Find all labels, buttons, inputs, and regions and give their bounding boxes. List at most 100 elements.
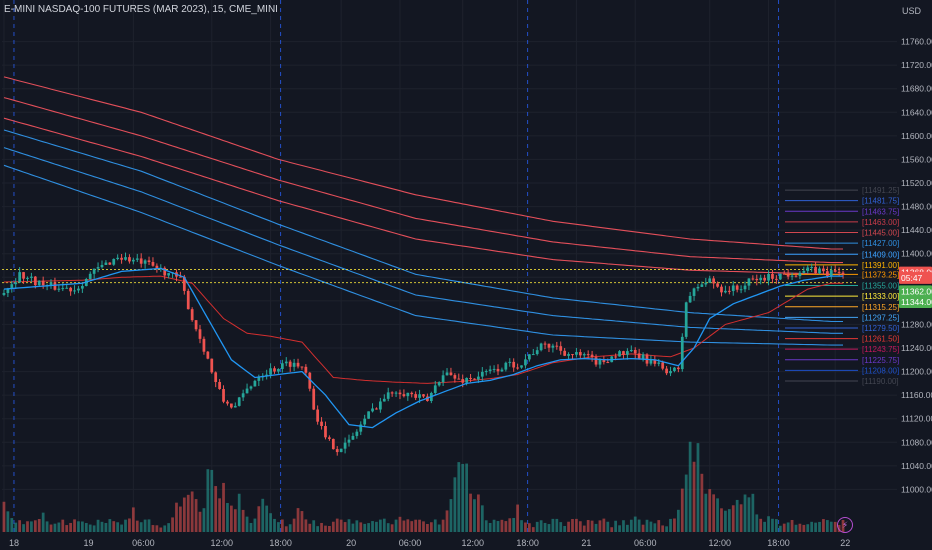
volume-bar	[727, 509, 731, 532]
volume-bar	[128, 518, 131, 532]
time-axis-label: 21	[581, 538, 591, 548]
volume-bar	[108, 519, 112, 532]
level-label: [11208.00]	[862, 366, 899, 375]
volume-bar	[606, 521, 610, 532]
vwap-path	[3, 275, 843, 384]
price-axis-label: 11080.00	[901, 437, 932, 447]
candle-body	[10, 284, 14, 289]
candle-body	[563, 350, 567, 356]
volume-bar	[347, 519, 351, 532]
level-label: [11391.00]	[862, 261, 899, 270]
volume-bar	[673, 518, 676, 532]
candle-body	[673, 367, 676, 372]
volume-bar	[339, 519, 343, 532]
volume-bar	[104, 522, 108, 532]
volume-bar	[112, 521, 116, 532]
volume-bar	[331, 521, 335, 532]
candle-body	[661, 362, 665, 369]
volume-bar	[582, 525, 586, 532]
volume-bar	[429, 522, 433, 532]
candle-body	[167, 273, 171, 276]
reference-lines	[2, 268, 858, 284]
volume-bar	[739, 504, 743, 532]
candle-body	[112, 258, 116, 265]
volume-bar	[37, 518, 41, 532]
candle-body	[837, 271, 841, 273]
price-axis-label: 11280.00	[901, 319, 932, 329]
level-label: [11373.25]	[862, 270, 899, 279]
volume-bar	[653, 523, 657, 532]
candle-body	[704, 282, 708, 285]
volume-bar	[547, 524, 551, 532]
volume-bar	[92, 525, 96, 532]
volume-bar	[367, 523, 370, 532]
volume-bar	[488, 522, 492, 532]
volume-bar	[57, 522, 61, 532]
candle-body	[347, 439, 351, 443]
candle-body	[798, 272, 802, 277]
volume-bar	[818, 521, 821, 532]
volume-bar	[531, 527, 535, 532]
volume-bar	[453, 477, 457, 532]
volume-bar	[100, 521, 104, 532]
price-axis-label: 11160.00	[901, 390, 932, 400]
candle-body	[343, 442, 347, 449]
level-label: [11463.75]	[862, 207, 899, 216]
volume-bar	[328, 525, 331, 532]
candle-body	[206, 351, 210, 359]
candle-body	[782, 273, 786, 275]
volume-bar	[751, 493, 755, 532]
volume-bar	[26, 521, 29, 532]
volume-bar	[500, 519, 504, 532]
volume-bar	[665, 526, 668, 532]
time-axis[interactable]: 18 19 06:00 12:00 18:00 20 06:00 12:00 18:00 21 06…	[0, 533, 932, 550]
candle-body	[441, 375, 445, 383]
volume-bar	[390, 524, 394, 532]
volume-bar	[610, 527, 614, 532]
volume-bar	[18, 520, 22, 532]
volume-bar	[120, 524, 123, 532]
volume-bar	[512, 517, 516, 532]
volume-bar	[194, 499, 198, 532]
candle-body	[602, 359, 606, 363]
bolt-icon[interactable]: ⚡	[837, 517, 853, 533]
volume-bar	[492, 519, 496, 532]
volume-bar	[598, 520, 602, 532]
volume-bar	[629, 519, 633, 532]
volume-bar	[30, 521, 33, 532]
level-label: [11279.50]	[862, 324, 899, 333]
volume-bar	[77, 521, 80, 532]
candle-body	[131, 259, 135, 262]
blue-band-line	[3, 164, 843, 346]
volume-bar	[418, 519, 421, 532]
candle-body	[331, 438, 335, 450]
candle-body	[457, 378, 461, 380]
price-axis[interactable]: 11000.00 11040.00 11080.00 11120.00 11160.00…	[901, 37, 932, 495]
currency-label: USD	[902, 6, 922, 16]
candle-body	[559, 346, 563, 351]
price-axis-label: 11640.00	[901, 107, 932, 117]
volume-bar	[49, 524, 53, 532]
volume-bar	[2, 501, 6, 532]
volume-bar	[237, 493, 241, 532]
price-axis-label: 11560.00	[901, 154, 932, 164]
level-label: [11297.25]	[862, 313, 899, 322]
volume-bar	[426, 523, 429, 532]
candle-body	[598, 359, 602, 365]
candle-body	[81, 286, 84, 289]
candle-body	[375, 408, 378, 410]
volume-bar	[84, 523, 88, 532]
volume-bar	[69, 522, 72, 532]
volume-bar	[669, 518, 672, 532]
candle-body	[33, 276, 37, 286]
candle-body	[594, 357, 598, 365]
candle-body	[96, 267, 100, 269]
candle-body	[488, 369, 492, 372]
candle-body	[265, 374, 269, 376]
candle-body	[818, 268, 821, 274]
candle-body	[57, 288, 61, 290]
candle-body	[22, 272, 25, 279]
volume-bar	[445, 510, 449, 532]
candle-body	[410, 392, 414, 395]
